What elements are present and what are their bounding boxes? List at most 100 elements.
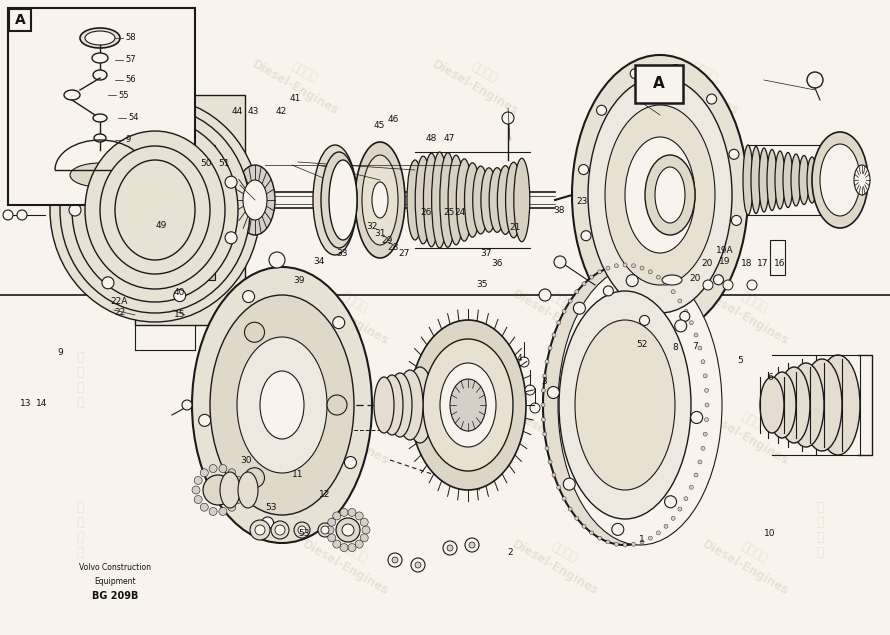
Circle shape — [333, 512, 341, 520]
Ellipse shape — [70, 163, 130, 187]
Text: 13: 13 — [20, 399, 31, 408]
Ellipse shape — [440, 153, 456, 247]
Ellipse shape — [372, 182, 388, 218]
Ellipse shape — [374, 377, 394, 433]
Ellipse shape — [788, 363, 824, 447]
Ellipse shape — [816, 355, 860, 455]
Circle shape — [194, 476, 202, 485]
Circle shape — [568, 299, 572, 303]
Text: 35: 35 — [476, 280, 488, 289]
Text: 25: 25 — [443, 208, 455, 217]
Ellipse shape — [93, 70, 107, 80]
Circle shape — [355, 540, 363, 548]
Ellipse shape — [605, 105, 715, 285]
Text: 5: 5 — [737, 356, 742, 365]
Circle shape — [648, 270, 652, 274]
Text: 32: 32 — [367, 222, 378, 231]
Circle shape — [547, 387, 559, 399]
Circle shape — [701, 446, 705, 450]
Circle shape — [344, 457, 357, 469]
Text: 30: 30 — [240, 456, 252, 465]
Circle shape — [630, 69, 640, 79]
Text: 52: 52 — [636, 340, 648, 349]
Ellipse shape — [115, 160, 195, 260]
Ellipse shape — [662, 275, 682, 285]
Circle shape — [611, 523, 624, 535]
Text: 53: 53 — [265, 504, 277, 512]
Circle shape — [326, 526, 334, 534]
Circle shape — [705, 389, 708, 392]
Circle shape — [209, 507, 217, 516]
Ellipse shape — [791, 154, 801, 206]
Circle shape — [294, 522, 310, 538]
Circle shape — [691, 411, 702, 424]
Circle shape — [200, 503, 208, 511]
Text: 1: 1 — [639, 535, 644, 544]
Ellipse shape — [854, 165, 870, 195]
Circle shape — [174, 118, 186, 130]
Circle shape — [360, 534, 368, 542]
Text: BG 209B: BG 209B — [92, 591, 138, 601]
Circle shape — [333, 540, 341, 548]
Ellipse shape — [410, 320, 526, 490]
Circle shape — [698, 346, 702, 350]
Text: 紫发动力
Diesel-Engines: 紫发动力 Diesel-Engines — [510, 392, 610, 468]
Text: 9: 9 — [58, 348, 63, 357]
Text: 紫发动力
Diesel-Engines: 紫发动力 Diesel-Engines — [510, 522, 610, 598]
Ellipse shape — [72, 118, 238, 302]
Circle shape — [465, 538, 479, 552]
Circle shape — [360, 518, 368, 526]
Text: 8: 8 — [673, 344, 678, 352]
Ellipse shape — [473, 166, 489, 234]
Text: 19A: 19A — [716, 246, 733, 255]
Circle shape — [234, 476, 242, 485]
Circle shape — [69, 204, 81, 216]
Circle shape — [575, 290, 579, 294]
Ellipse shape — [407, 160, 423, 240]
Circle shape — [243, 291, 255, 302]
Text: 54: 54 — [128, 114, 139, 123]
Circle shape — [714, 275, 724, 284]
Circle shape — [656, 275, 660, 279]
Ellipse shape — [100, 146, 210, 274]
Circle shape — [541, 389, 546, 392]
Circle shape — [198, 415, 211, 426]
Circle shape — [545, 360, 549, 364]
Circle shape — [747, 280, 757, 290]
Ellipse shape — [768, 372, 796, 438]
Circle shape — [443, 541, 457, 555]
Circle shape — [275, 525, 285, 535]
Text: 56: 56 — [125, 76, 135, 84]
Circle shape — [678, 299, 682, 303]
Text: 17: 17 — [756, 259, 768, 268]
Ellipse shape — [321, 152, 357, 248]
Circle shape — [102, 277, 114, 289]
Circle shape — [675, 320, 687, 332]
Bar — [190, 260, 215, 280]
Ellipse shape — [342, 524, 354, 536]
Text: A: A — [14, 13, 26, 27]
Ellipse shape — [80, 28, 120, 48]
Ellipse shape — [775, 151, 785, 209]
Text: 47: 47 — [443, 134, 455, 143]
Circle shape — [328, 518, 336, 526]
Ellipse shape — [506, 162, 522, 237]
Circle shape — [200, 469, 208, 477]
Text: Equipment: Equipment — [94, 577, 136, 585]
Text: Volvo Construction: Volvo Construction — [79, 563, 151, 573]
Circle shape — [269, 252, 285, 268]
Circle shape — [415, 562, 421, 568]
Circle shape — [640, 266, 644, 270]
Circle shape — [340, 509, 348, 516]
Text: 31: 31 — [374, 229, 385, 238]
Circle shape — [562, 309, 566, 313]
Text: 紫发动力
Diesel-Engines: 紫发动力 Diesel-Engines — [700, 392, 800, 468]
Text: 14: 14 — [36, 399, 47, 408]
Circle shape — [556, 321, 561, 324]
Circle shape — [321, 526, 329, 534]
Text: 紫发动力
Diesel-Engines: 紫发动力 Diesel-Engines — [300, 522, 400, 598]
Circle shape — [539, 289, 551, 301]
Text: 16: 16 — [774, 259, 786, 268]
Text: 33: 33 — [336, 250, 348, 258]
Text: 10: 10 — [764, 529, 775, 538]
